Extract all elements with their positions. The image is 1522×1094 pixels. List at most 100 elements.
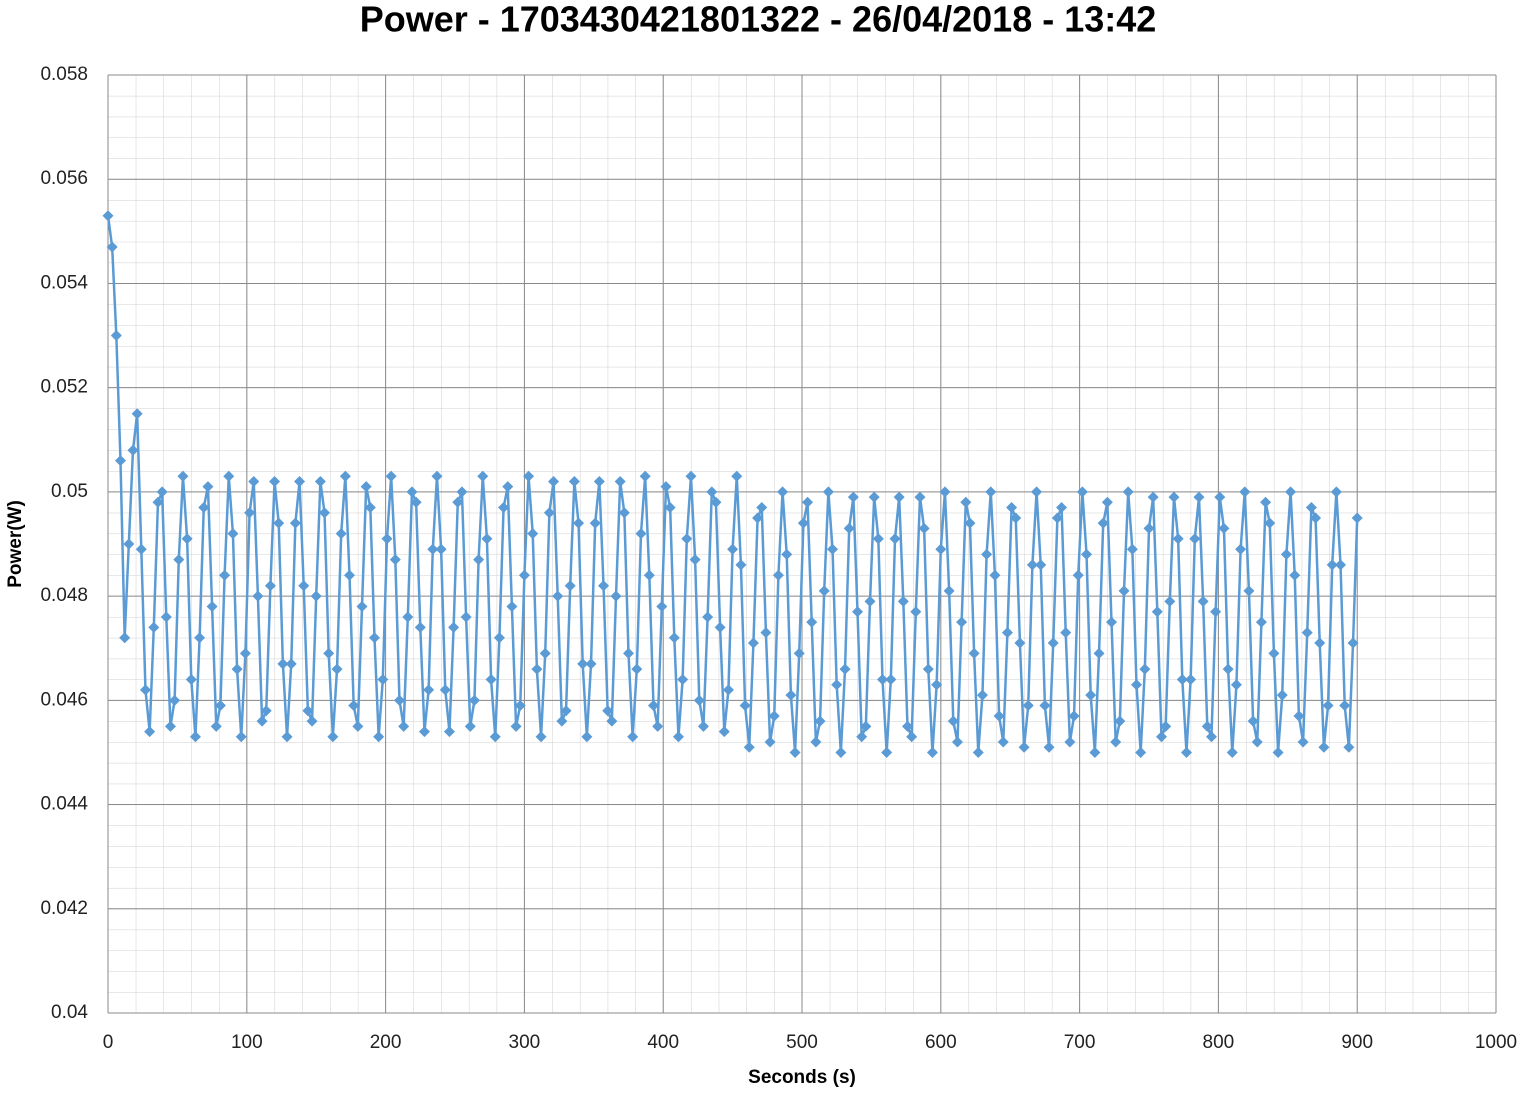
data-point [539, 647, 551, 659]
data-point [585, 658, 597, 670]
data-point [269, 475, 281, 487]
data-point [1330, 486, 1342, 498]
data-point [173, 554, 185, 566]
data-point [981, 548, 993, 560]
x-tick-label: 500 [786, 1032, 818, 1053]
data-point [997, 736, 1009, 748]
x-tick-label: 100 [231, 1032, 263, 1053]
data-point [581, 731, 593, 743]
data-point [348, 700, 360, 712]
data-point [893, 491, 905, 503]
data-point [443, 726, 455, 738]
data-point [847, 491, 859, 503]
data-point [152, 496, 164, 508]
data-point [1001, 627, 1013, 639]
x-tick-label: 1000 [1475, 1032, 1517, 1053]
data-point [814, 715, 826, 727]
data-point [464, 720, 476, 732]
data-point [427, 543, 439, 555]
data-point [314, 475, 326, 487]
data-point [393, 694, 405, 706]
data-point [1197, 595, 1209, 607]
data-point [210, 720, 222, 732]
data-point [918, 522, 930, 534]
data-point [722, 684, 734, 696]
data-point [331, 663, 343, 675]
data-point [1051, 512, 1063, 524]
data-point [627, 731, 639, 743]
data-point [743, 741, 755, 753]
data-point [531, 663, 543, 675]
data-point [110, 330, 122, 342]
data-point [1335, 559, 1347, 571]
data-point [1322, 700, 1334, 712]
data-point [1293, 710, 1305, 722]
data-point [252, 590, 264, 602]
data-point [643, 569, 655, 581]
data-point [1118, 585, 1130, 597]
data-point [1039, 700, 1051, 712]
data-point [1064, 736, 1076, 748]
data-point [389, 554, 401, 566]
data-point [148, 621, 160, 633]
data-point [368, 632, 380, 644]
data-point [281, 731, 293, 743]
data-point [123, 538, 135, 550]
data-point [1243, 585, 1255, 597]
data-point [764, 736, 776, 748]
data-point [781, 548, 793, 560]
data-point [460, 611, 472, 623]
data-point [435, 543, 447, 555]
data-point [1347, 637, 1359, 649]
data-point [789, 746, 801, 758]
data-point [989, 569, 1001, 581]
x-tick-label: 300 [509, 1032, 541, 1053]
data-point [1305, 502, 1317, 514]
data-point [1026, 559, 1038, 571]
data-point [1210, 606, 1222, 618]
data-point [248, 475, 260, 487]
data-point [610, 590, 622, 602]
data-point [972, 746, 984, 758]
data-point [806, 616, 818, 628]
data-point [352, 720, 364, 732]
data-point [102, 210, 114, 222]
data-point [968, 647, 980, 659]
data-point [481, 533, 493, 545]
data-point [431, 470, 443, 482]
data-point [614, 475, 626, 487]
data-point [473, 554, 485, 566]
y-tick-label: 0.056 [40, 168, 88, 189]
data-point [652, 720, 664, 732]
data-point [1172, 533, 1184, 545]
data-point [1310, 512, 1322, 524]
data-point [1235, 543, 1247, 555]
data-point [1168, 491, 1180, 503]
data-point [273, 517, 285, 529]
data-point [323, 647, 335, 659]
data-point [398, 720, 410, 732]
data-point [181, 533, 193, 545]
data-point [414, 621, 426, 633]
data-point [906, 731, 918, 743]
data-point [606, 715, 618, 727]
data-point [344, 569, 356, 581]
data-point [777, 486, 789, 498]
data-point [285, 658, 297, 670]
data-point [1114, 715, 1126, 727]
data-point [556, 715, 568, 727]
data-point [1193, 491, 1205, 503]
data-point [264, 580, 276, 592]
data-point [202, 481, 214, 493]
data-point [964, 517, 976, 529]
data-point [206, 601, 218, 613]
data-point [298, 580, 310, 592]
data-point [1060, 627, 1072, 639]
data-point [839, 663, 851, 675]
data-point [910, 606, 922, 618]
data-point [277, 658, 289, 670]
data-point [843, 522, 855, 534]
data-point [960, 496, 972, 508]
data-point [602, 705, 614, 717]
data-point [1264, 517, 1276, 529]
